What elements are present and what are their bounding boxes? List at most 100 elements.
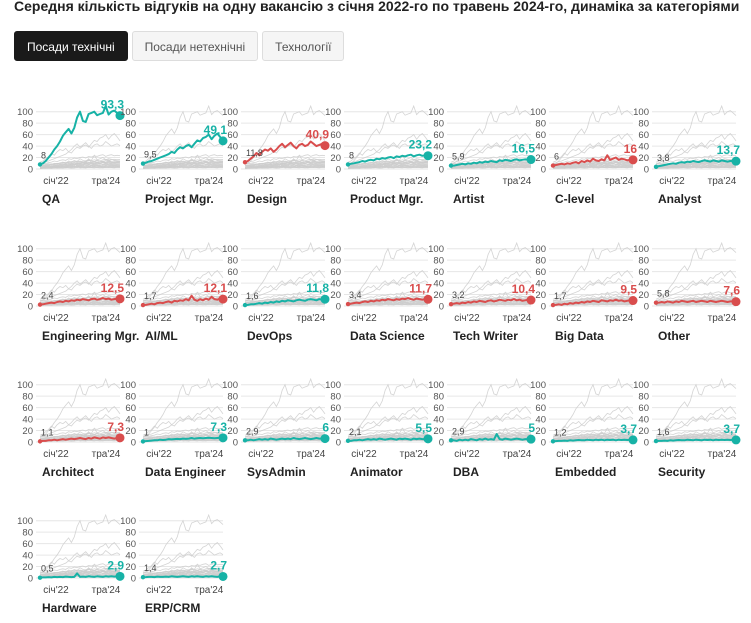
start-value-label: 1,7 xyxy=(554,291,567,301)
context-line xyxy=(244,132,326,164)
y-tick-label: 0 xyxy=(336,165,341,176)
context-line xyxy=(244,439,326,442)
context-line xyxy=(39,269,121,301)
panel-title: Big Data xyxy=(555,329,604,343)
panel-title: Tech Writer xyxy=(453,329,518,343)
y-tick-label: 60 xyxy=(638,267,649,278)
panel-title: Data Engineer xyxy=(145,465,226,479)
y-tick-label: 80 xyxy=(433,256,444,267)
context-line xyxy=(552,269,634,301)
tab-technologies[interactable]: Технології xyxy=(262,31,345,61)
series-line xyxy=(244,140,326,164)
start-value-label: 3,4 xyxy=(349,290,362,300)
end-value-label: 12,5 xyxy=(101,281,125,295)
y-tick-label: 20 xyxy=(535,290,546,301)
y-tick-label: 100 xyxy=(530,380,546,391)
y-tick-label: 40 xyxy=(433,142,444,153)
end-point xyxy=(731,297,741,307)
start-point xyxy=(448,163,454,168)
context-line xyxy=(552,413,634,436)
y-tick-label: 0 xyxy=(336,302,341,313)
y-tick-label: 20 xyxy=(125,426,136,437)
start-value-label: 2,9 xyxy=(452,426,465,436)
series-line xyxy=(245,437,325,442)
context-line xyxy=(39,432,121,441)
context-line xyxy=(347,132,429,164)
x-tick-label: тра'24 xyxy=(708,449,737,460)
y-tick-label: 60 xyxy=(227,267,238,278)
context-line xyxy=(39,427,121,438)
y-tick-label: 100 xyxy=(17,380,33,391)
context-line xyxy=(39,160,121,168)
context-line xyxy=(450,296,532,305)
y-tick-label: 0 xyxy=(233,438,238,449)
context-line xyxy=(655,154,737,165)
y-tick-label: 40 xyxy=(22,415,33,426)
start-point xyxy=(345,301,351,307)
y-tick-label: 100 xyxy=(17,516,33,527)
context-line xyxy=(142,277,224,300)
series-line xyxy=(655,299,737,304)
context-line xyxy=(39,377,121,438)
x-tick-label: січ'22 xyxy=(146,585,172,596)
y-tick-label: 0 xyxy=(439,165,444,176)
context-line xyxy=(39,303,121,306)
x-tick-label: січ'22 xyxy=(659,176,685,187)
context-line xyxy=(347,140,429,163)
end-point xyxy=(320,141,330,151)
end-point xyxy=(423,434,433,444)
context-line xyxy=(552,433,634,441)
start-point xyxy=(448,438,454,443)
context-line xyxy=(552,104,634,165)
context-line xyxy=(39,405,121,437)
x-tick-label: тра'24 xyxy=(92,176,121,187)
context-line xyxy=(450,413,532,436)
y-tick-label: 80 xyxy=(227,256,238,267)
y-tick-label: 0 xyxy=(28,438,33,449)
end-value-label: 6 xyxy=(322,421,329,435)
x-tick-label: січ'22 xyxy=(146,449,172,460)
panel-title: Animator xyxy=(350,465,403,479)
context-line xyxy=(244,303,326,306)
y-tick-label: 60 xyxy=(330,403,341,414)
y-tick-label: 80 xyxy=(433,119,444,130)
context-line xyxy=(244,160,326,168)
y-tick-label: 60 xyxy=(638,403,649,414)
context-line xyxy=(39,291,121,302)
context-line xyxy=(40,160,120,169)
context-line xyxy=(656,297,736,306)
panel-title: QA xyxy=(42,192,60,206)
y-tick-label: 40 xyxy=(535,279,546,290)
context-line xyxy=(553,160,633,169)
series-line xyxy=(451,433,531,442)
start-point xyxy=(37,575,43,580)
tab-nontech-positions[interactable]: Посади нетехнічні xyxy=(131,31,259,61)
context-line xyxy=(450,269,532,301)
end-value-label: 3,7 xyxy=(723,422,740,436)
start-value-label: 1,2 xyxy=(554,427,567,437)
context-line xyxy=(552,132,634,164)
series-line xyxy=(142,294,224,306)
context-line xyxy=(655,132,737,164)
tab-tech-positions[interactable]: Посади технічні xyxy=(14,31,128,61)
y-tick-label: 100 xyxy=(17,244,33,255)
end-point xyxy=(526,295,536,305)
end-point xyxy=(218,136,228,146)
start-point xyxy=(242,302,248,308)
context-line xyxy=(244,377,326,438)
context-line xyxy=(450,405,532,437)
y-tick-label: 80 xyxy=(535,256,546,267)
context-line xyxy=(244,154,326,165)
panel-title: Other xyxy=(658,329,690,343)
context-line xyxy=(552,154,634,165)
end-value-label: 10,4 xyxy=(512,282,536,296)
